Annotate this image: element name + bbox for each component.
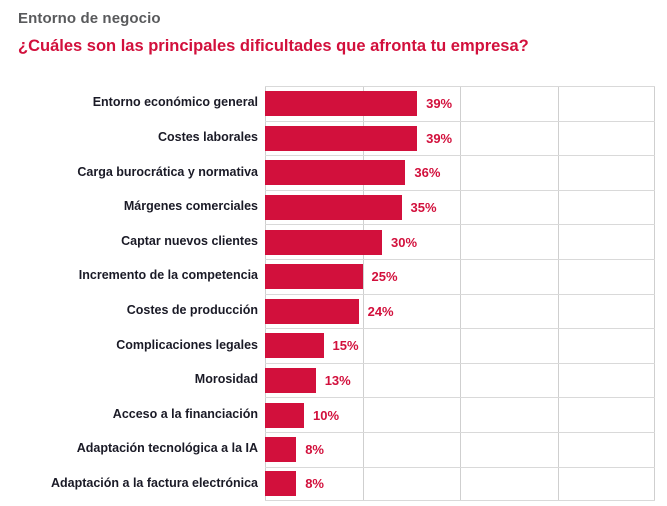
bar: [265, 264, 363, 290]
chart-header: Entorno de negocio ¿Cuáles son las princ…: [0, 0, 667, 56]
chart-question-title: ¿Cuáles son las principales dificultades…: [18, 37, 529, 55]
bar-chart: Entorno económico general 39% Costes labor…: [18, 86, 655, 502]
value-label: 39%: [426, 96, 453, 112]
chart-row: Adaptación a la factura electrónica 8%: [18, 466, 655, 502]
chart-rows: Entorno económico general 39% Costes labor…: [18, 86, 655, 502]
category-label: Entorno económico general: [92, 95, 258, 110]
chart-row: Acceso a la financiación 10%: [18, 397, 655, 432]
value-label: 8%: [305, 442, 324, 458]
bar-track: 24%: [265, 293, 655, 329]
bar: [265, 471, 297, 497]
category-label: Complicaciones legales: [116, 337, 258, 352]
bar: [265, 437, 297, 463]
value-label: 25%: [371, 269, 398, 285]
value-label: 39%: [426, 130, 453, 146]
category-label: Márgenes comerciales: [123, 199, 258, 214]
chart-row: Carga burocrática y normativa 36%: [18, 155, 655, 190]
chart-row: Morosidad 13%: [18, 362, 655, 398]
category-label: Adaptación a la factura electrónica: [50, 475, 258, 490]
bar-track: 39%: [265, 120, 655, 156]
chart-row: Entorno económico general 39%: [18, 86, 655, 121]
section-title: Entorno de negocio: [18, 10, 161, 27]
bar: [265, 160, 406, 186]
bar-track: 13%: [265, 362, 655, 398]
bar-track: 35%: [265, 189, 655, 225]
value-label: 15%: [332, 338, 359, 354]
bar: [265, 368, 316, 394]
category-label: Morosidad: [194, 372, 258, 387]
category-label: Captar nuevos clientes: [121, 233, 258, 248]
category-label: Carga burocrática y normativa: [77, 164, 258, 179]
bar-track: 8%: [265, 466, 655, 502]
value-label: 8%: [305, 476, 324, 492]
bar-track: 36%: [265, 155, 655, 190]
chart-row: Complicaciones legales 15%: [18, 328, 655, 363]
bar: [265, 298, 359, 324]
value-label: 35%: [410, 200, 437, 216]
value-label: 13%: [324, 373, 351, 389]
bar: [265, 229, 382, 255]
value-label: 24%: [367, 303, 394, 319]
bar-track: 25%: [265, 258, 655, 294]
category-label: Acceso a la financiación: [112, 406, 258, 421]
category-label: Incremento de la competencia: [78, 268, 258, 283]
chart-row: Adaptación tecnológica a la IA 8%: [18, 431, 655, 467]
bar-track: 8%: [265, 431, 655, 467]
bar: [265, 195, 402, 221]
category-label: Costes de producción: [126, 302, 258, 317]
bar-track: 30%: [265, 224, 655, 259]
bar: [265, 91, 418, 117]
value-label: 30%: [391, 234, 418, 250]
bar: [265, 402, 304, 428]
bar-track: 39%: [265, 86, 655, 121]
category-label: Costes laborales: [157, 130, 258, 145]
chart-row: Costes laborales 39%: [18, 120, 655, 156]
value-label: 10%: [313, 407, 340, 423]
chart-row: Márgenes comerciales 35%: [18, 189, 655, 225]
category-label: Adaptación tecnológica a la IA: [76, 441, 258, 456]
bar: [265, 333, 324, 359]
bar-track: 10%: [265, 397, 655, 432]
chart-row: Incremento de la competencia 25%: [18, 258, 655, 294]
bar-track: 15%: [265, 328, 655, 363]
chart-row: Costes de producción 24%: [18, 293, 655, 329]
bar: [265, 125, 418, 151]
value-label: 36%: [414, 165, 441, 181]
chart-row: Captar nuevos clientes 30%: [18, 224, 655, 259]
